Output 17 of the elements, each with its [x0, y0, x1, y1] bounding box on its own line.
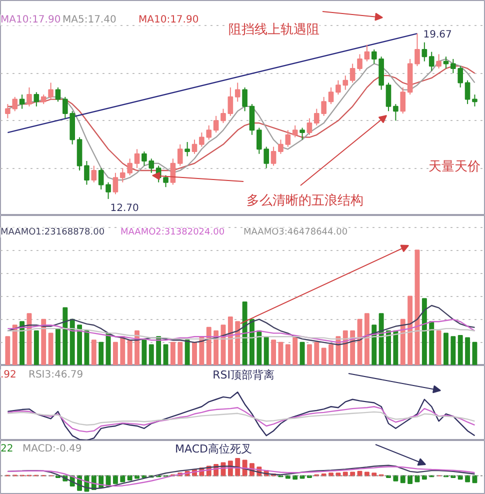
- text: MA10:17.90: [0, 14, 61, 26]
- text: MAAMO3:46478644.00: [244, 228, 348, 238]
- text: MAAMO2:31382024.00: [120, 228, 225, 238]
- text: MA10:17.90: [138, 14, 199, 26]
- text: 12.70: [110, 202, 139, 214]
- text: RSI3:46.79: [28, 370, 84, 380]
- annotation: 多么清晰的五浪结构: [246, 192, 364, 208]
- text: MAAMO1:23168878.00: [0, 228, 105, 238]
- text: MA5:17.40: [62, 14, 116, 26]
- annotation: 天量天价: [428, 160, 480, 174]
- text: .92: [0, 370, 16, 380]
- annotation: 阻挡线上轨遇阻: [228, 22, 320, 38]
- text: 22: [0, 444, 14, 454]
- text: MACD:-0.49: [22, 444, 82, 454]
- text: RSI顶部背离: [212, 368, 274, 382]
- text: MACD高位死叉: [175, 442, 252, 456]
- annotation: 19.67: [423, 30, 452, 41]
